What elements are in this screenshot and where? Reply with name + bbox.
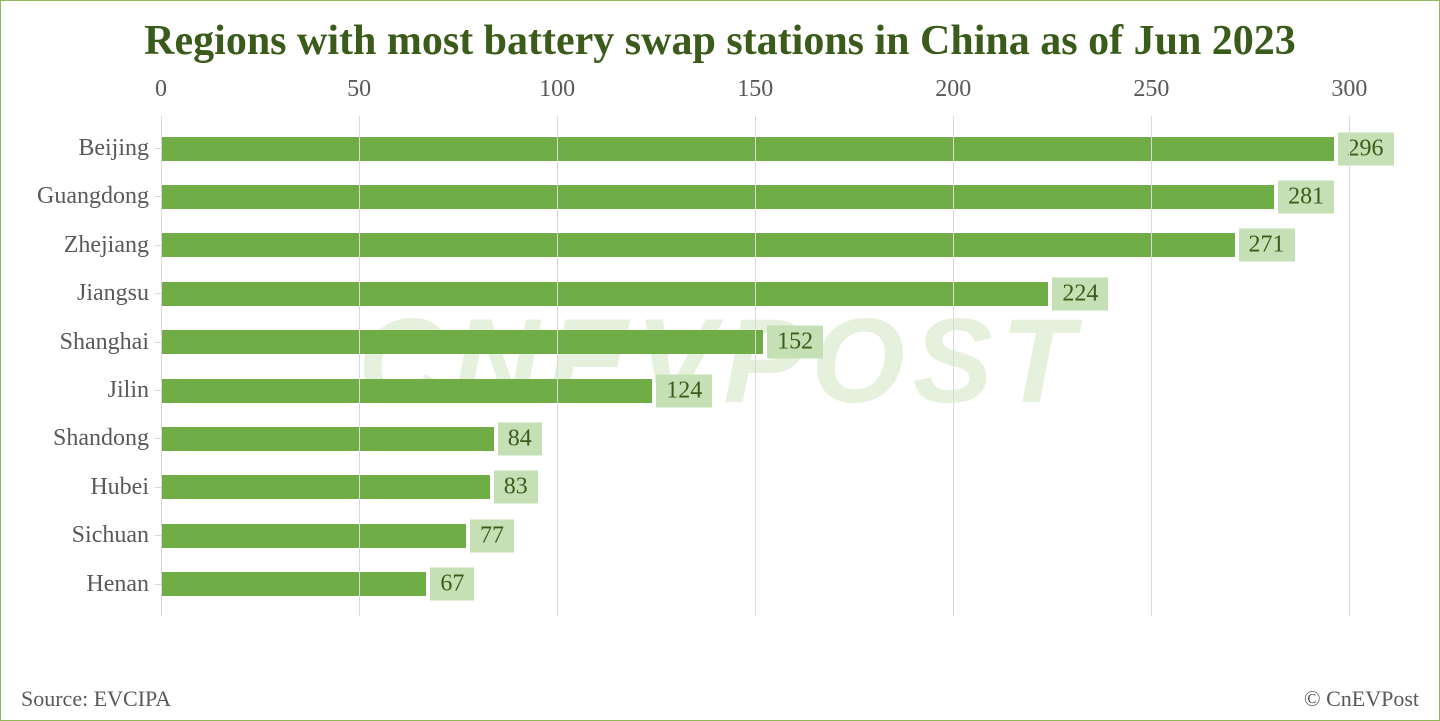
bar: 281 bbox=[161, 185, 1274, 209]
bar-row: Hubei83 bbox=[161, 471, 1389, 503]
category-label: Hubei bbox=[90, 474, 149, 501]
chart-footer: Source: EVCIPA © CnEVPost bbox=[21, 686, 1419, 712]
category-label: Henan bbox=[86, 571, 149, 598]
x-tick: 300 bbox=[1331, 76, 1367, 103]
bar: 77 bbox=[161, 524, 466, 548]
x-tick: 0 bbox=[155, 76, 167, 103]
gridline bbox=[359, 116, 360, 616]
category-label: Shanghai bbox=[60, 329, 149, 356]
gridline bbox=[1349, 116, 1350, 616]
value-label: 281 bbox=[1278, 180, 1334, 213]
category-label: Zhejiang bbox=[64, 232, 149, 259]
bar: 67 bbox=[161, 572, 426, 596]
copyright-label: © CnEVPost bbox=[1304, 686, 1419, 712]
category-label: Jiangsu bbox=[77, 280, 149, 307]
category-label: Beijing bbox=[78, 135, 149, 162]
x-axis: 050100150200250300 bbox=[161, 76, 1389, 116]
bar-row: Jiangsu224 bbox=[161, 278, 1389, 310]
value-label: 83 bbox=[494, 471, 538, 504]
value-label: 67 bbox=[430, 568, 474, 601]
value-label: 224 bbox=[1052, 277, 1108, 310]
category-label: Guangdong bbox=[37, 183, 149, 210]
bar-row: Shanghai152 bbox=[161, 326, 1389, 358]
value-label: 296 bbox=[1338, 132, 1394, 165]
category-label: Jilin bbox=[108, 377, 149, 404]
bar-row: Shandong84 bbox=[161, 423, 1389, 455]
bar-row: Guangdong281 bbox=[161, 181, 1389, 213]
bar: 83 bbox=[161, 475, 490, 499]
bar-row: Jilin124 bbox=[161, 375, 1389, 407]
bar: 124 bbox=[161, 379, 652, 403]
bar-row: Sichuan77 bbox=[161, 520, 1389, 552]
bar-row: Beijing296 bbox=[161, 133, 1389, 165]
x-tick: 250 bbox=[1133, 76, 1169, 103]
bars-area: Beijing296 Guangdong281 Zhejiang271 Jiangsu… bbox=[161, 116, 1389, 616]
value-label: 152 bbox=[767, 326, 823, 359]
x-tick: 200 bbox=[935, 76, 971, 103]
x-tick: 50 bbox=[347, 76, 371, 103]
chart-title: Regions with most battery swap stations … bbox=[21, 16, 1419, 66]
chart-container: Regions with most battery swap stations … bbox=[0, 0, 1440, 721]
bar: 152 bbox=[161, 330, 763, 354]
value-label: 271 bbox=[1239, 229, 1295, 262]
gridline bbox=[755, 116, 756, 616]
bar-row: Henan67 bbox=[161, 568, 1389, 600]
x-tick: 100 bbox=[539, 76, 575, 103]
value-label: 77 bbox=[470, 519, 514, 552]
gridline bbox=[557, 116, 558, 616]
gridline bbox=[953, 116, 954, 616]
bar: 296 bbox=[161, 137, 1334, 161]
bar: 84 bbox=[161, 427, 494, 451]
gridline bbox=[161, 116, 162, 616]
bar-row: Zhejiang271 bbox=[161, 229, 1389, 261]
category-label: Sichuan bbox=[72, 522, 149, 549]
chart-area: 050100150200250300 Beijing296Guangdong28… bbox=[161, 76, 1389, 616]
value-label: 84 bbox=[498, 422, 542, 455]
value-label: 124 bbox=[656, 374, 712, 407]
source-label: Source: EVCIPA bbox=[21, 686, 171, 712]
bar: 271 bbox=[161, 233, 1235, 257]
gridline bbox=[1151, 116, 1152, 616]
bar: 224 bbox=[161, 282, 1048, 306]
x-tick: 150 bbox=[737, 76, 773, 103]
category-label: Shandong bbox=[53, 425, 149, 452]
